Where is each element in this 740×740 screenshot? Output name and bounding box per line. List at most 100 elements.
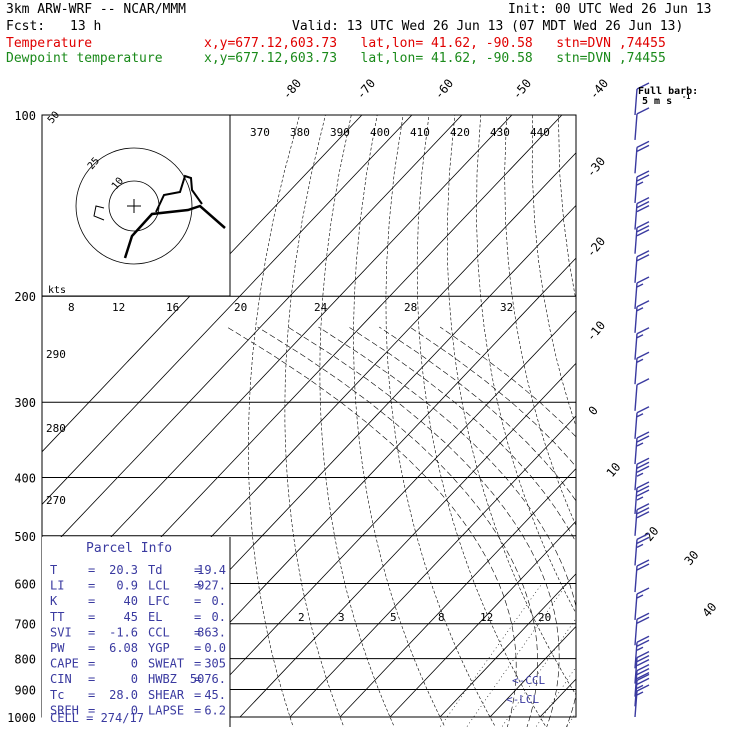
- wind-barb: [634, 684, 650, 718]
- theta-e-label: 430: [490, 126, 510, 139]
- theta-e-label: 420: [450, 126, 470, 139]
- mixing-ratio-label-top: 24: [314, 301, 328, 314]
- wind-barb: [634, 406, 650, 439]
- wind-barb-flag: [636, 536, 650, 545]
- wind-barb: [634, 140, 650, 174]
- parcel-value-right: 6.2: [204, 703, 226, 717]
- parcel-eq: =: [88, 563, 95, 577]
- parcel-value-left: 0: [131, 672, 138, 686]
- dry-adiabat: [558, 115, 576, 302]
- parcel-value-right: 0.: [212, 610, 226, 624]
- isotherm-label-right: -10: [584, 318, 609, 344]
- legend-temperature: Temperature: [6, 36, 93, 51]
- parcel-eq: =: [194, 625, 201, 639]
- isotherm-label-right: 40: [700, 600, 720, 620]
- wind-legend-exp: -1: [682, 93, 690, 101]
- wind-barb: [634, 327, 650, 360]
- hodograph-trace-low: [93, 205, 105, 221]
- isotherm-label-top: -60: [432, 76, 457, 102]
- parcel-label-left: K: [50, 594, 58, 608]
- parcel-label-right: LFC: [148, 594, 170, 608]
- mixing-ratio-line: [466, 583, 568, 727]
- wind-barb-flag: [636, 532, 650, 541]
- wind-barb-flag: [636, 254, 650, 262]
- hodograph-unit: kts: [48, 285, 66, 296]
- parcel-label-left: PW: [50, 641, 65, 655]
- pressure-label: 600: [14, 577, 36, 591]
- fcst-label: Fcst:: [6, 19, 46, 34]
- isotherm-label-right: -30: [584, 154, 609, 180]
- pressure-label: 900: [14, 683, 36, 697]
- wind-barb-flag: [636, 196, 650, 205]
- parcel-eq: =: [88, 703, 95, 717]
- mixing-ratio-line: [439, 583, 543, 727]
- wind-barb-staff: [634, 690, 638, 718]
- parcel-label-right: EL: [148, 610, 162, 624]
- isotherm-line: [239, 362, 576, 718]
- wind-barb: [634, 300, 650, 333]
- parcel-value-left: 0.9: [116, 579, 138, 593]
- wind-barb-flag: [636, 511, 650, 519]
- dry-adiabat: [353, 115, 446, 727]
- pressure-label: 800: [14, 653, 36, 667]
- wind-barb-flag: [636, 461, 650, 469]
- parcel-eq: =: [194, 610, 201, 624]
- theta-label: 270: [46, 494, 66, 507]
- wind-barb-staff: [634, 282, 638, 310]
- parcel-value-right: 305: [204, 657, 226, 671]
- wind-barb-staff: [634, 358, 638, 385]
- parcel-info-title: Parcel Info: [86, 541, 172, 556]
- wind-barb-half: [636, 283, 644, 288]
- parcel-label-left: SVI: [50, 625, 72, 639]
- mixing-ratio-label-low: 12: [480, 611, 493, 624]
- wind-barb-half: [636, 691, 644, 696]
- wind-barb-flag: [636, 144, 650, 152]
- wind-barb-half: [636, 646, 644, 651]
- isotherm-line: [590, 115, 740, 717]
- wind-barb: [634, 532, 650, 566]
- mixing-ratio-label-top: 32: [500, 301, 513, 314]
- wind-barb: [634, 196, 650, 230]
- parcel-eq: =: [88, 657, 95, 671]
- wind-barb-flag: [636, 221, 650, 229]
- pressure-label: 100: [14, 109, 36, 123]
- moist-adiabat: [226, 326, 517, 727]
- parcel-eq: =: [194, 641, 201, 655]
- parcel-value-right: 19.4: [197, 563, 226, 577]
- dry-adiabat: [688, 115, 740, 730]
- wind-legend-line2: 5 m s: [642, 96, 672, 107]
- location-temperature: x,y=677.12,603.73 lat,lon= 41.62, -90.58…: [204, 36, 666, 51]
- wind-barb-flag: [636, 435, 650, 443]
- wind-barb-staff: [634, 256, 638, 283]
- hodograph-trace-upper: [155, 174, 203, 213]
- wind-barb-flag: [636, 663, 650, 672]
- parcel-label-right: SWEAT: [148, 657, 184, 671]
- wind-barb: [634, 481, 650, 515]
- mixing-ratio-label-top: 12: [112, 301, 125, 314]
- wind-barb-flag: [636, 671, 650, 680]
- wind-barb-flag: [636, 635, 650, 643]
- parcel-eq: =: [194, 563, 201, 577]
- wind-barb: [634, 351, 650, 385]
- parcel-label-right: SHEAR: [148, 688, 185, 702]
- mixing-ratio-line: [501, 617, 576, 727]
- isotherm-label-top: -50: [510, 76, 535, 102]
- parcel-value-right: 863.: [197, 625, 226, 639]
- wind-barb-staff: [634, 333, 638, 360]
- wind-barb-staff: [634, 384, 638, 411]
- parcel-box-bg: [42, 537, 230, 727]
- legend-dewpoint: Dewpoint temperature: [6, 51, 163, 66]
- init-time: Init: 00 UTC Wed 26 Jun 13: [508, 2, 712, 17]
- moist-adiabat: [379, 326, 576, 502]
- wind-barb-flag: [636, 276, 650, 284]
- parcel-value-right: 927.: [197, 579, 226, 593]
- moist-adiabat: [257, 326, 538, 727]
- wind-barb-half: [636, 442, 644, 447]
- parcel-label-right: HWBZ: [148, 672, 177, 686]
- pressure-label: 500: [14, 530, 36, 544]
- wind-barb: [634, 431, 650, 465]
- wind-barb-flag: [636, 559, 650, 567]
- wind-barb-flag: [636, 465, 650, 473]
- ccl-marker: <-CCL: [512, 674, 545, 687]
